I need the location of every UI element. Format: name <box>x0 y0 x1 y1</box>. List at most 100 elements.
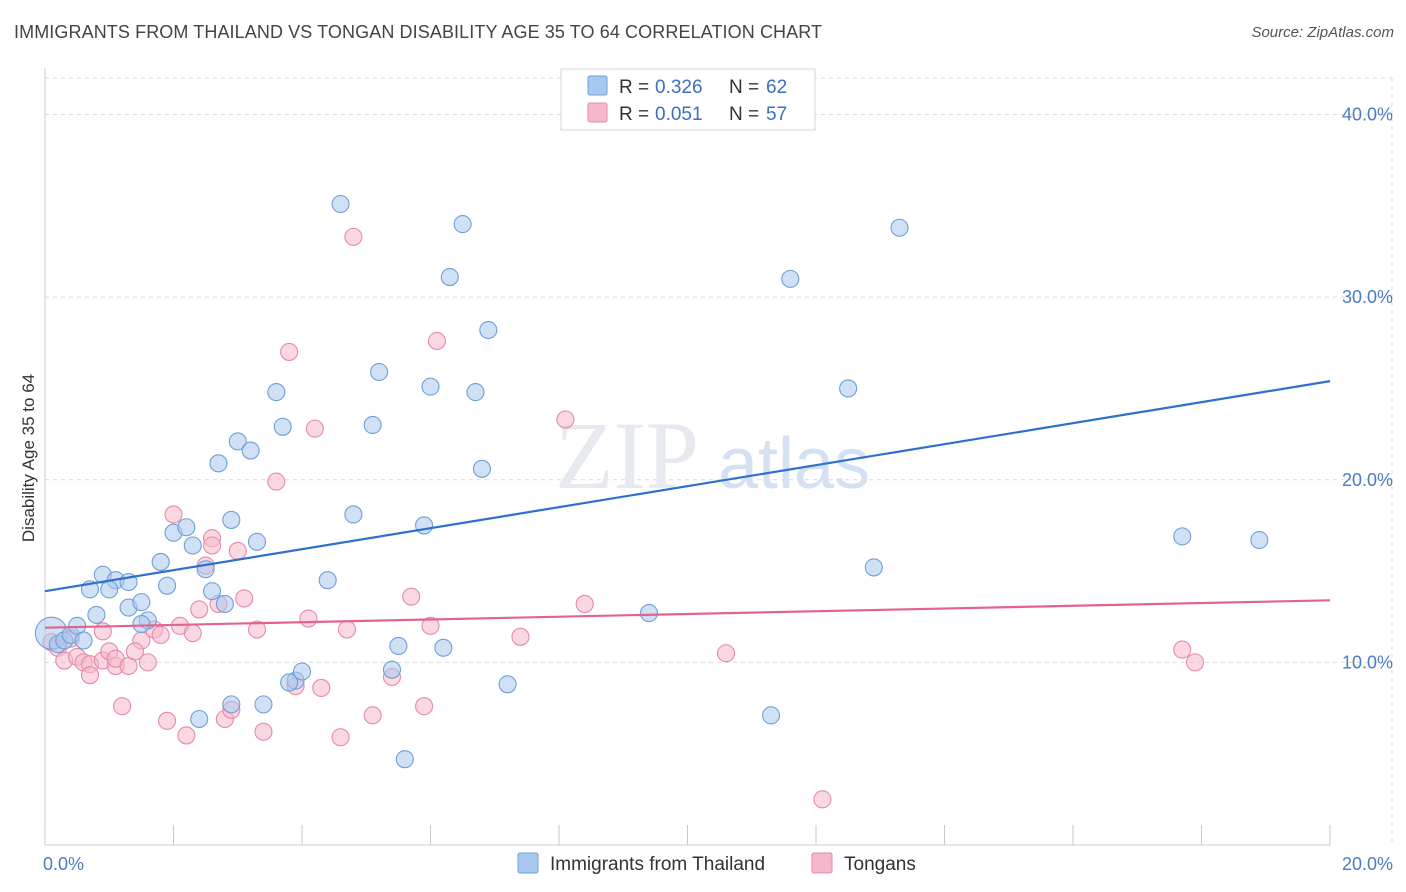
point-tongan-28 <box>203 536 222 555</box>
point-tongan-19 <box>151 625 170 645</box>
point-thailand-17 <box>151 552 170 571</box>
point-thailand-45 <box>421 377 440 396</box>
point-thailand-54 <box>639 604 659 623</box>
point-thailand-46 <box>434 638 453 657</box>
trend-line-tongans <box>44 599 1331 629</box>
point-thailand-48 <box>453 215 472 234</box>
point-tongan-52 <box>556 410 575 429</box>
point-thailand-38 <box>344 505 363 524</box>
point-tongan-53 <box>575 594 594 613</box>
point-tongan-24 <box>183 624 202 643</box>
axes <box>44 68 1331 846</box>
point-tongan-48 <box>415 697 434 716</box>
point-thailand-39 <box>363 415 382 435</box>
bottom-legend-swatch-thailand <box>517 852 539 874</box>
point-tongan-7 <box>80 666 100 685</box>
point-tongan-37 <box>280 342 299 361</box>
point-tongan-16 <box>125 642 144 661</box>
legend-r-label-2: R = <box>619 104 649 125</box>
point-thailand-13 <box>132 593 151 612</box>
point-thailand-44 <box>415 516 434 535</box>
point-tongan-54 <box>716 644 736 663</box>
legend-n-label-2: N = <box>729 104 759 125</box>
point-thailand-55 <box>761 706 781 725</box>
point-tongan-17 <box>138 653 157 672</box>
point-tongan-43 <box>337 620 357 639</box>
y-tick-label-0: 10.0% <box>1342 652 1393 672</box>
legend-r-value-1: 0.326 <box>655 77 703 98</box>
point-thailand-42 <box>389 636 408 655</box>
point-thailand-41 <box>382 660 402 679</box>
point-tongan-23 <box>177 726 196 745</box>
point-thailand-29 <box>190 709 209 729</box>
point-tongan-51 <box>511 627 530 646</box>
bottom-legend: Immigrants from Thailand Tongans <box>517 852 916 875</box>
point-thailand-16 <box>158 576 177 595</box>
y-tick-labels: 10.0% 20.0% 30.0% 40.0% <box>1342 105 1393 673</box>
y-tick-label-2: 30.0% <box>1342 287 1393 307</box>
point-thailand-51 <box>479 320 498 340</box>
y-axis-label: Disability Age 35 to 64 <box>19 374 38 542</box>
point-tongan-13 <box>113 697 132 716</box>
point-thailand-20 <box>183 536 202 555</box>
point-thailand-49 <box>466 383 485 402</box>
trend-line-thailand <box>44 380 1331 593</box>
x-tick-label-0: 0.0% <box>43 854 84 874</box>
point-thailand-52 <box>498 675 517 694</box>
point-tongan-35 <box>254 722 273 741</box>
point-tongan-47 <box>402 587 421 606</box>
point-tongan-41 <box>312 678 331 697</box>
point-thailand-30 <box>209 454 228 473</box>
point-thailand-36 <box>318 571 337 590</box>
legend-r-value-2: 0.051 <box>655 104 703 125</box>
y-tick-label-3: 40.0% <box>1342 105 1393 125</box>
point-thailand-24 <box>222 510 241 529</box>
point-thailand-27 <box>247 532 267 551</box>
legend-r-label-1: R = <box>619 77 649 98</box>
point-thailand-5 <box>74 631 93 650</box>
point-thailand-60 <box>1173 527 1192 546</box>
point-thailand-59 <box>890 218 909 237</box>
bottom-legend-swatch-tongans <box>811 852 833 874</box>
point-tongan-44 <box>344 227 363 246</box>
point-tongan-45 <box>363 706 382 725</box>
legend-swatch-thailand <box>587 75 608 96</box>
source-label: Source: ZipAtlas.com <box>1251 24 1394 41</box>
point-tongan-25 <box>190 600 209 619</box>
point-thailand-61 <box>1250 530 1269 550</box>
x-tick-labels: 0.0% 20.0% <box>43 854 1393 874</box>
point-thailand-22 <box>203 582 222 601</box>
watermark-atlas: atlas <box>718 424 870 504</box>
trend-lines <box>44 380 1331 629</box>
point-tongan-36 <box>267 472 286 491</box>
point-thailand-57 <box>839 379 858 398</box>
point-tongan-39 <box>299 609 318 628</box>
point-thailand-37 <box>331 194 350 214</box>
point-thailand-23 <box>215 594 234 613</box>
point-thailand-15 <box>132 614 151 634</box>
point-tongan-50 <box>427 331 446 351</box>
point-thailand-11 <box>100 580 119 599</box>
point-tongan-21 <box>164 505 183 524</box>
chart-title: IMMIGRANTS FROM THAILAND VS TONGAN DISAB… <box>14 22 823 42</box>
legend-n-value-1: 62 <box>766 77 787 98</box>
point-tongan-42 <box>331 728 350 747</box>
point-thailand-43 <box>395 750 414 769</box>
series-tongans-points <box>42 227 1205 809</box>
point-thailand-53 <box>280 673 299 692</box>
point-thailand-19 <box>177 518 196 537</box>
top-legend: R = 0.326 N = 62 R = 0.051 N = 57 <box>560 68 816 131</box>
watermark-zip: ZIP <box>555 402 699 509</box>
point-thailand-35 <box>292 662 312 681</box>
point-tongan-49 <box>421 616 440 635</box>
point-thailand-50 <box>472 459 491 478</box>
point-tongan-20 <box>158 711 177 730</box>
legend-swatch-tongans <box>587 102 608 123</box>
point-tongan-40 <box>305 419 324 438</box>
point-tongan-34 <box>247 620 267 639</box>
point-thailand-56 <box>781 269 800 288</box>
point-thailand-25 <box>228 432 247 451</box>
point-tongan-55 <box>813 790 832 809</box>
point-thailand-40 <box>370 362 389 382</box>
